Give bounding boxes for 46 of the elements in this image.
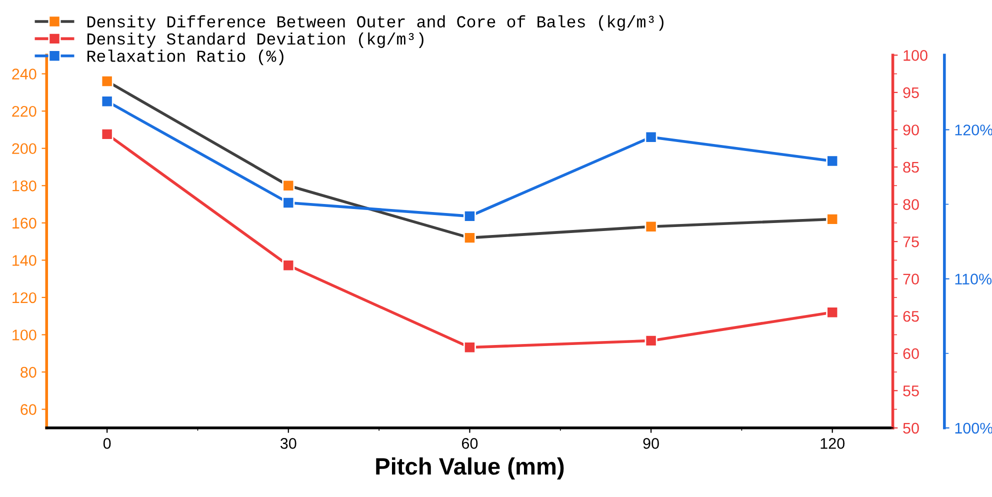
point [100, 95, 114, 108]
x-tick-label: 90 [643, 438, 659, 449]
legend-label: Density Standard Deviation (kg/m³) [87, 32, 424, 48]
y2-tick-label: 90 [903, 124, 919, 136]
y2-tick-label: 80 [903, 199, 919, 210]
y-tick-label: 60 [20, 404, 36, 415]
point [282, 179, 295, 192]
x-axis-title: Pitch Value (mm) [376, 457, 564, 480]
x-tick-label: 120 [820, 438, 845, 449]
y2-tick-label: 50 [903, 422, 919, 434]
y-tick-label: 100 [12, 330, 36, 340]
y-tick-label: 240 [12, 68, 36, 80]
y-tick-label: 220 [12, 106, 36, 117]
y-tick-label: 180 [12, 180, 36, 192]
y2-tick-label: 65 [903, 310, 919, 322]
y2-tick-label: 100 [904, 50, 928, 61]
x-tick-label: 0 [103, 438, 111, 449]
point [826, 212, 839, 226]
point [100, 128, 114, 140]
point [463, 232, 476, 244]
legend-label: Density Difference Between Outer and Core of Bales (kg/m³) [87, 15, 664, 31]
y2-tick-label: 55 [903, 386, 919, 396]
y2-tick-label: 70 [903, 274, 919, 285]
point [463, 341, 476, 354]
y-tick-label: 160 [12, 218, 36, 229]
x-tick-label: 60 [462, 438, 478, 449]
y-tick-label: 140 [12, 255, 36, 266]
y-tick-label: 80 [20, 366, 36, 378]
x-tick-label: 30 [280, 438, 296, 449]
point [826, 306, 839, 319]
point [282, 259, 295, 272]
y3-tick-label: 110% [955, 274, 992, 285]
point [644, 130, 658, 144]
point [282, 196, 295, 210]
point [644, 220, 658, 233]
y2-tick-label: 95 [903, 87, 919, 98]
y-tick-label: 120 [12, 292, 36, 304]
point [100, 75, 114, 88]
y2-tick-label: 60 [903, 348, 919, 360]
point [644, 334, 658, 347]
y-tick-label: 200 [12, 143, 36, 154]
point [463, 210, 476, 222]
legend-label: Relaxation Ratio (%) [87, 50, 284, 66]
y2-tick-label: 75 [903, 236, 919, 248]
point [826, 154, 839, 168]
y2-tick-label: 85 [903, 162, 919, 173]
